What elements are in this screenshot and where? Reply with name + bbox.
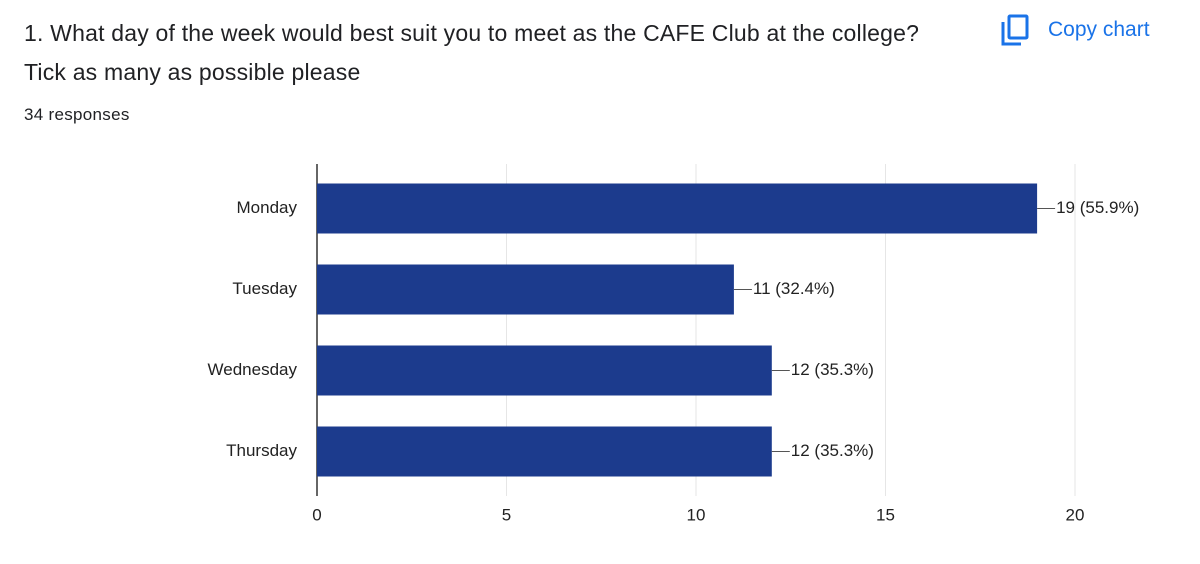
value-label: 12 (35.3%) (791, 441, 874, 460)
value-label: 19 (55.9%) (1056, 198, 1139, 217)
x-tick-label: 15 (876, 505, 895, 524)
copy-icon (1001, 14, 1029, 46)
y-tick-label: Monday (237, 198, 298, 217)
value-label: 12 (35.3%) (791, 360, 874, 379)
bar (317, 345, 772, 396)
y-tick-label: Tuesday (232, 279, 297, 298)
chart-title: 1. What day of the week would best suit … (24, 20, 920, 85)
copy-chart-button[interactable]: Copy chart (1000, 14, 1150, 46)
bar (317, 264, 734, 315)
x-tick-label: 20 (1066, 505, 1085, 524)
x-tick-label: 10 (687, 505, 706, 524)
x-tick-label: 0 (312, 505, 321, 524)
x-tick-label: 5 (502, 505, 511, 524)
y-tick-label: Wednesday (208, 360, 298, 379)
y-tick-label: Thursday (226, 441, 297, 460)
response-count: 34 responses (24, 105, 130, 124)
copy-chart-label[interactable]: Copy chart (1048, 18, 1150, 41)
bar (317, 426, 772, 477)
value-label: 11 (32.4%) (753, 279, 835, 298)
bar (317, 183, 1038, 234)
